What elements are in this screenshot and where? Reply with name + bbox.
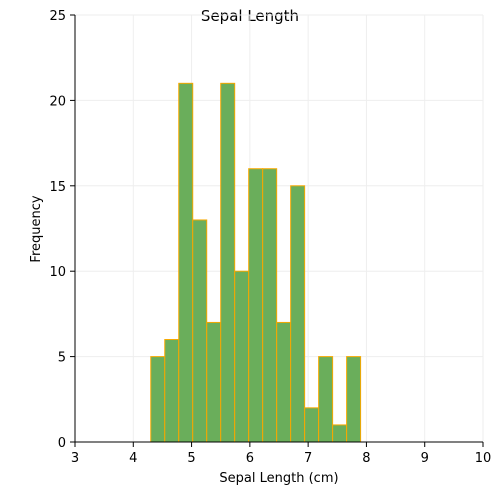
x-tick-label: 4 [129, 451, 137, 466]
x-tick-label: 3 [71, 451, 79, 466]
y-tick-label: 5 [58, 351, 66, 366]
histogram-bar [220, 82, 236, 443]
histogram-bar [332, 424, 348, 443]
y-tick-label: 10 [49, 265, 66, 280]
histogram-bar [234, 270, 250, 443]
x-tick-label: 6 [246, 451, 254, 466]
x-tick-label: 10 [475, 451, 492, 466]
y-tick-label: 15 [49, 180, 66, 195]
histogram-bar [206, 321, 222, 443]
y-tick-label: 25 [49, 9, 66, 24]
y-tick-label: 20 [49, 94, 66, 109]
histogram-bar [304, 407, 320, 443]
y-axis-ticks: 0 5 10 15 20 25 [49, 9, 75, 451]
histogram-bar [318, 356, 334, 443]
histogram-bar [262, 168, 278, 443]
x-tick-label: 7 [304, 451, 312, 466]
bars [150, 82, 362, 443]
histogram-bar [192, 219, 208, 443]
y-axis-label: Frequency [29, 195, 44, 262]
histogram-bar [150, 356, 166, 443]
x-tick-label: 8 [362, 451, 370, 466]
histogram-bar [248, 168, 264, 443]
x-tick-label: 9 [421, 451, 429, 466]
x-tick-label: 5 [187, 451, 195, 466]
histogram-bar [276, 321, 292, 443]
x-axis-label: Sepal Length (cm) [219, 471, 338, 486]
histogram-bar [346, 356, 362, 443]
y-tick-label: 0 [58, 436, 66, 451]
histogram-bar [178, 82, 194, 443]
histogram-bar [164, 339, 180, 443]
histogram-bar [290, 185, 306, 443]
x-axis-ticks: 3 4 5 6 7 8 9 10 [71, 442, 491, 466]
axes [74, 15, 483, 443]
